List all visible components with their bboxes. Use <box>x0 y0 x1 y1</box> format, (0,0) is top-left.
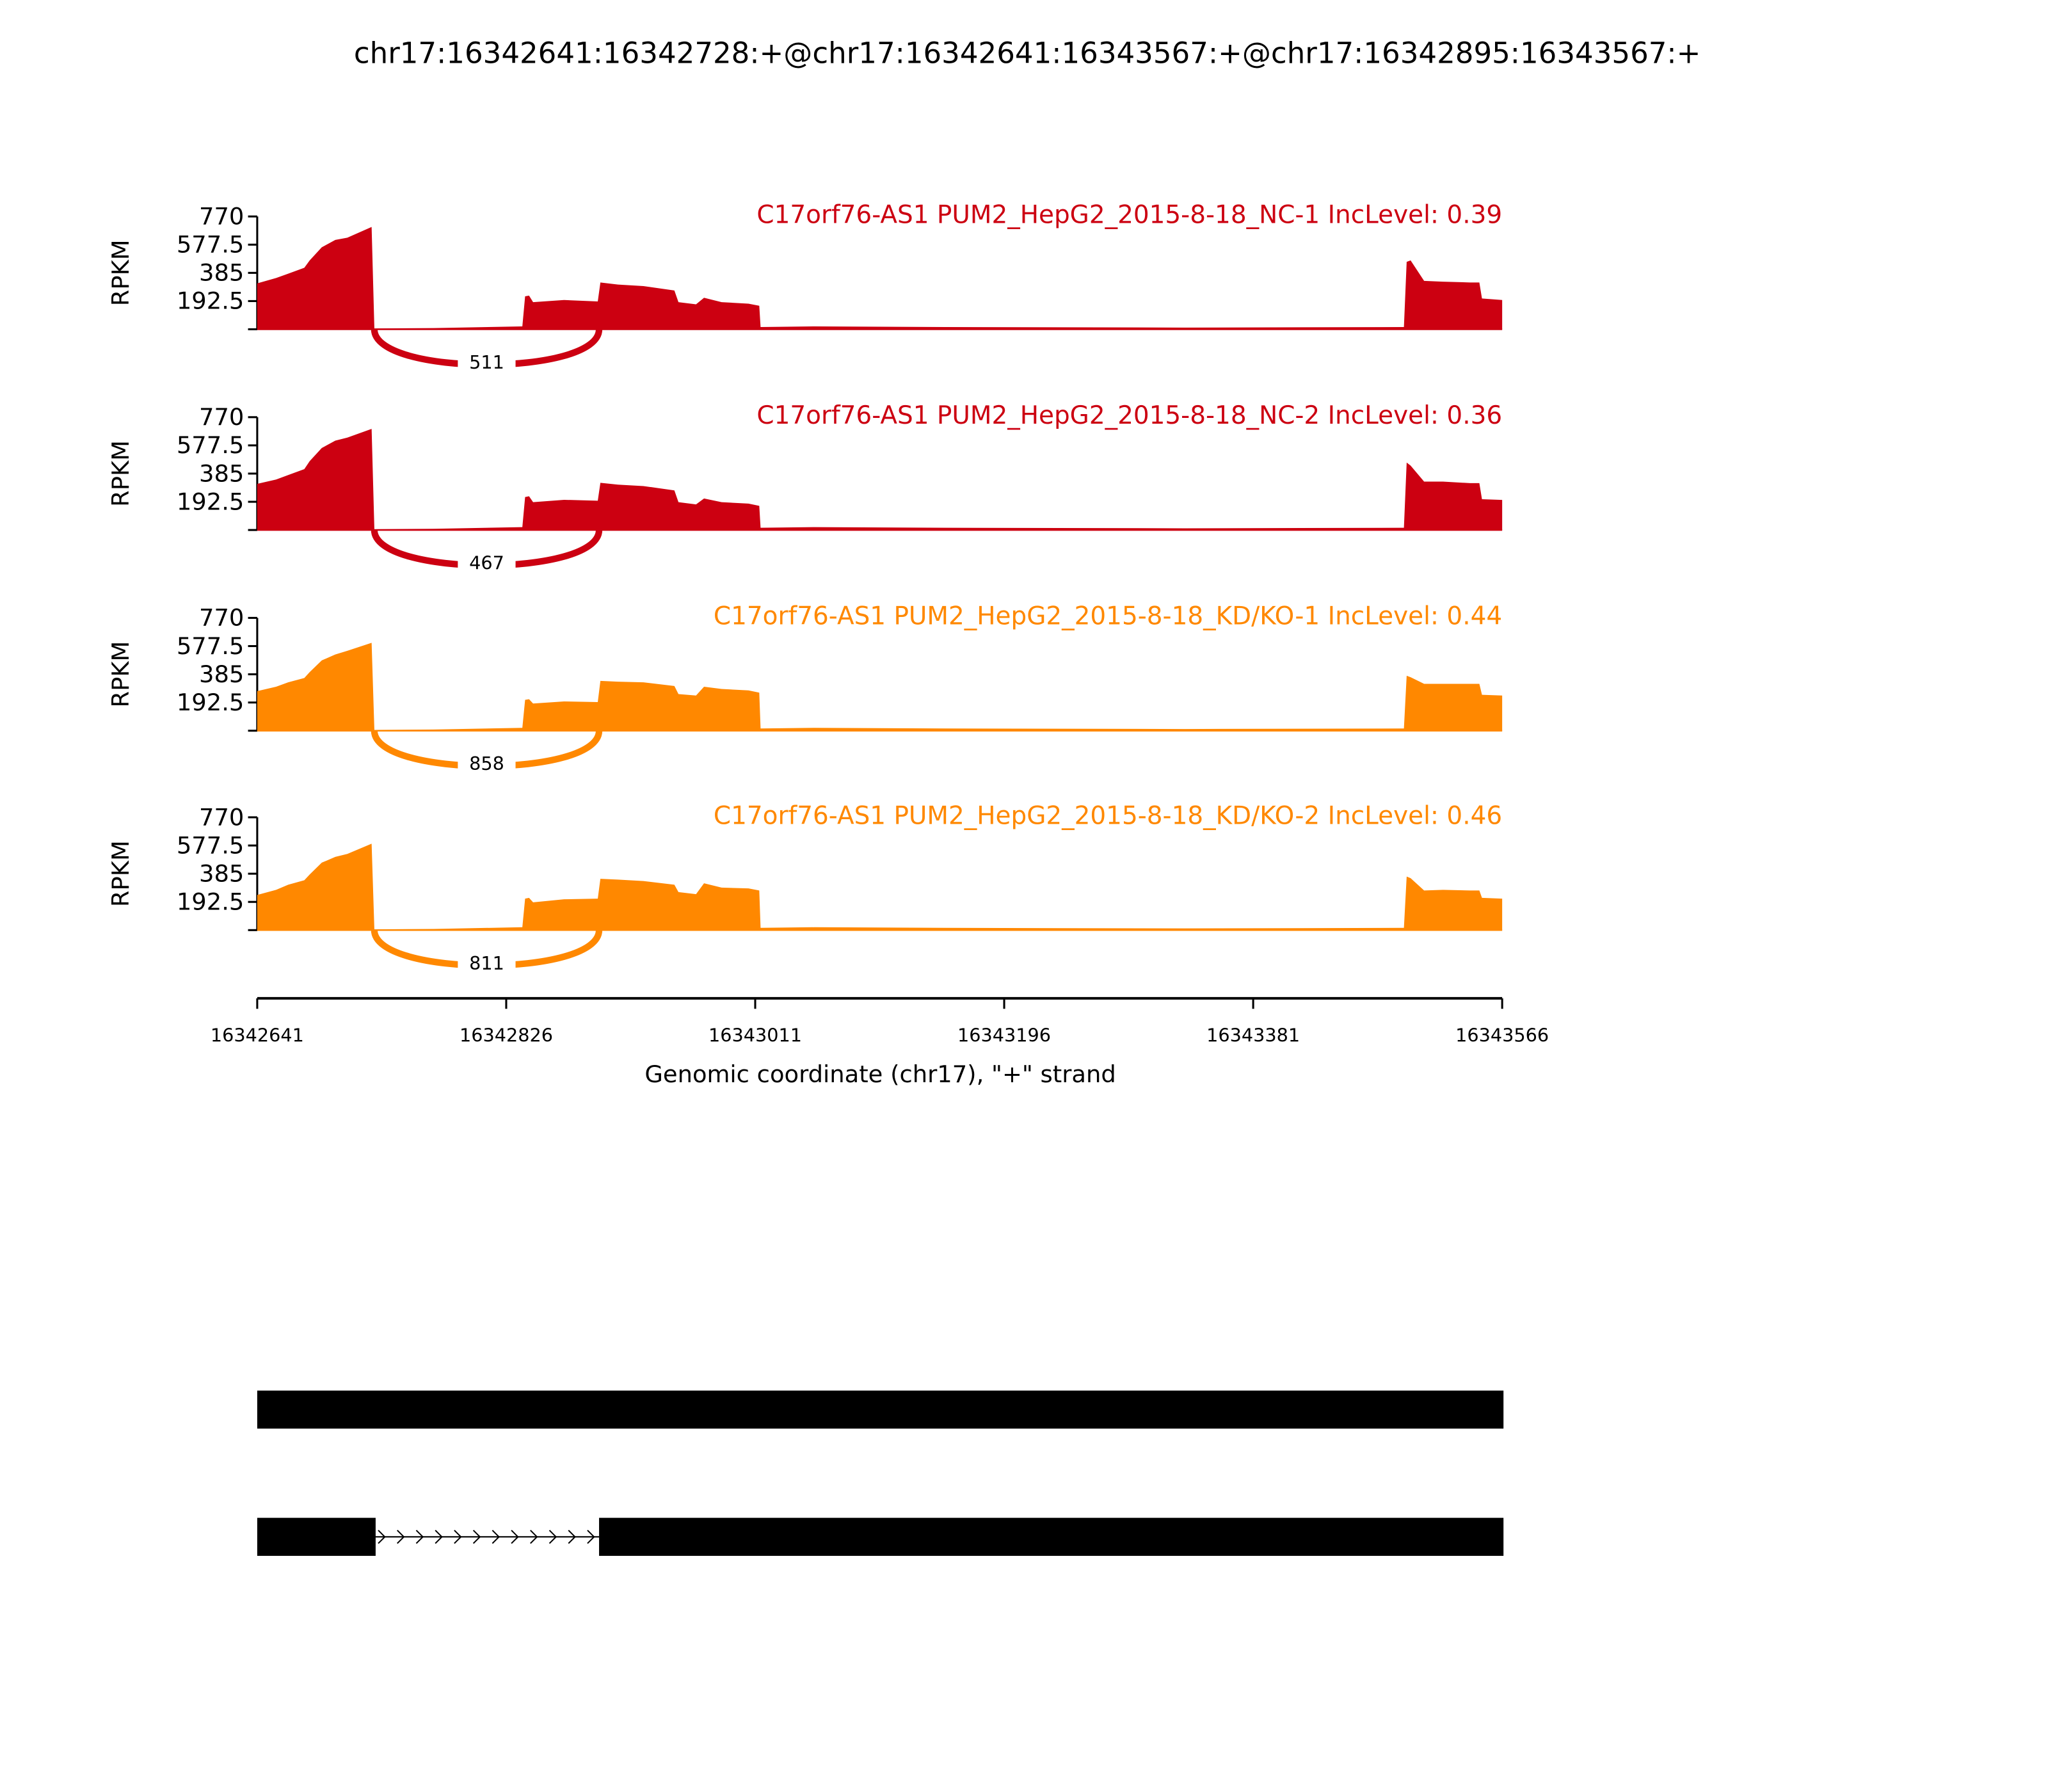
junction-count: 467 <box>469 552 504 574</box>
exon <box>599 1517 1504 1556</box>
gene-models <box>257 1390 1504 1556</box>
y-axis-label: RPKM <box>107 239 134 306</box>
x-tick-label: 16343381 <box>1206 1025 1300 1046</box>
sample-label: C17orf76-AS1 PUM2_HepG2_2015-8-18_KD/KO-… <box>714 801 1502 830</box>
strand-arrow-icon <box>511 1530 519 1544</box>
y-tick-label: 770 <box>199 803 244 831</box>
x-tick-label: 16343011 <box>708 1025 802 1046</box>
junction-label-bg <box>458 749 516 776</box>
strand-arrow-icon <box>568 1530 576 1544</box>
junction-count: 858 <box>469 753 504 774</box>
y-axis-label: RPKM <box>107 641 134 708</box>
strand-arrow-icon <box>435 1530 443 1544</box>
junction-count: 811 <box>469 952 504 974</box>
y-tick-label: 192.5 <box>177 488 244 515</box>
y-tick-label: 577.5 <box>177 632 244 660</box>
y-tick-label: 577.5 <box>177 831 244 859</box>
strand-arrow-icon <box>472 1530 481 1544</box>
x-tick-label: 16343566 <box>1455 1025 1549 1046</box>
junction-label-bg <box>458 948 516 975</box>
strand-arrow-icon <box>378 1530 386 1544</box>
strand-arrow-icon <box>492 1530 500 1544</box>
y-tick-label: 770 <box>199 604 244 632</box>
coverage-area <box>257 844 1503 931</box>
strand-arrow-icon <box>454 1530 462 1544</box>
y-tick-label: 192.5 <box>177 689 244 716</box>
y-tick-label: 770 <box>199 403 244 431</box>
junction-label-bg <box>458 548 516 575</box>
junction-label-bg <box>458 348 516 374</box>
y-tick-label: 385 <box>199 460 244 487</box>
x-axis: 16342641 16342826 16343011 16343196 16343381… <box>211 996 1549 1046</box>
exon <box>257 1390 1504 1429</box>
y-tick-label: 577.5 <box>177 431 244 459</box>
junction-count: 511 <box>469 351 504 373</box>
y-tick-label: 385 <box>199 860 244 887</box>
y-tick-label: 192.5 <box>177 888 244 916</box>
coverage-area <box>257 429 1503 531</box>
x-tick-label: 16343196 <box>957 1025 1051 1046</box>
transcript <box>257 1390 1504 1429</box>
strand-arrow-icon <box>548 1530 557 1544</box>
y-tick-label: 385 <box>199 259 244 287</box>
y-tick-label: 192.5 <box>177 287 244 315</box>
x-tick-label: 16342826 <box>460 1025 553 1046</box>
y-axis-label: RPKM <box>107 440 134 507</box>
y-tick-label: 770 <box>199 203 244 230</box>
coverage-area <box>257 643 1503 731</box>
sample-label: C17orf76-AS1 PUM2_HepG2_2015-8-18_KD/KO-… <box>714 602 1502 631</box>
strand-arrow-icon <box>397 1530 405 1544</box>
sample-label: C17orf76-AS1 PUM2_HepG2_2015-8-18_NC-1 I… <box>756 200 1502 229</box>
sample-label: C17orf76-AS1 PUM2_HepG2_2015-8-18_NC-2 I… <box>756 401 1502 430</box>
coverage-area <box>257 227 1503 330</box>
x-axis-label: Genomic coordinate (chr17), "+" strand <box>644 1060 1116 1088</box>
exon <box>257 1517 376 1556</box>
strand-arrow-icon <box>530 1530 538 1544</box>
chart-title: chr17:16342641:16342728:+@chr17:16342641… <box>354 36 1701 70</box>
y-tick-label: 385 <box>199 660 244 688</box>
transcript <box>257 1517 1504 1556</box>
x-tick-label: 16342641 <box>211 1025 304 1046</box>
y-axis-label: RPKM <box>107 840 134 907</box>
y-tick-label: 577.5 <box>177 231 244 259</box>
strand-arrow-icon <box>415 1530 424 1544</box>
strand-arrow-icon <box>587 1530 595 1544</box>
